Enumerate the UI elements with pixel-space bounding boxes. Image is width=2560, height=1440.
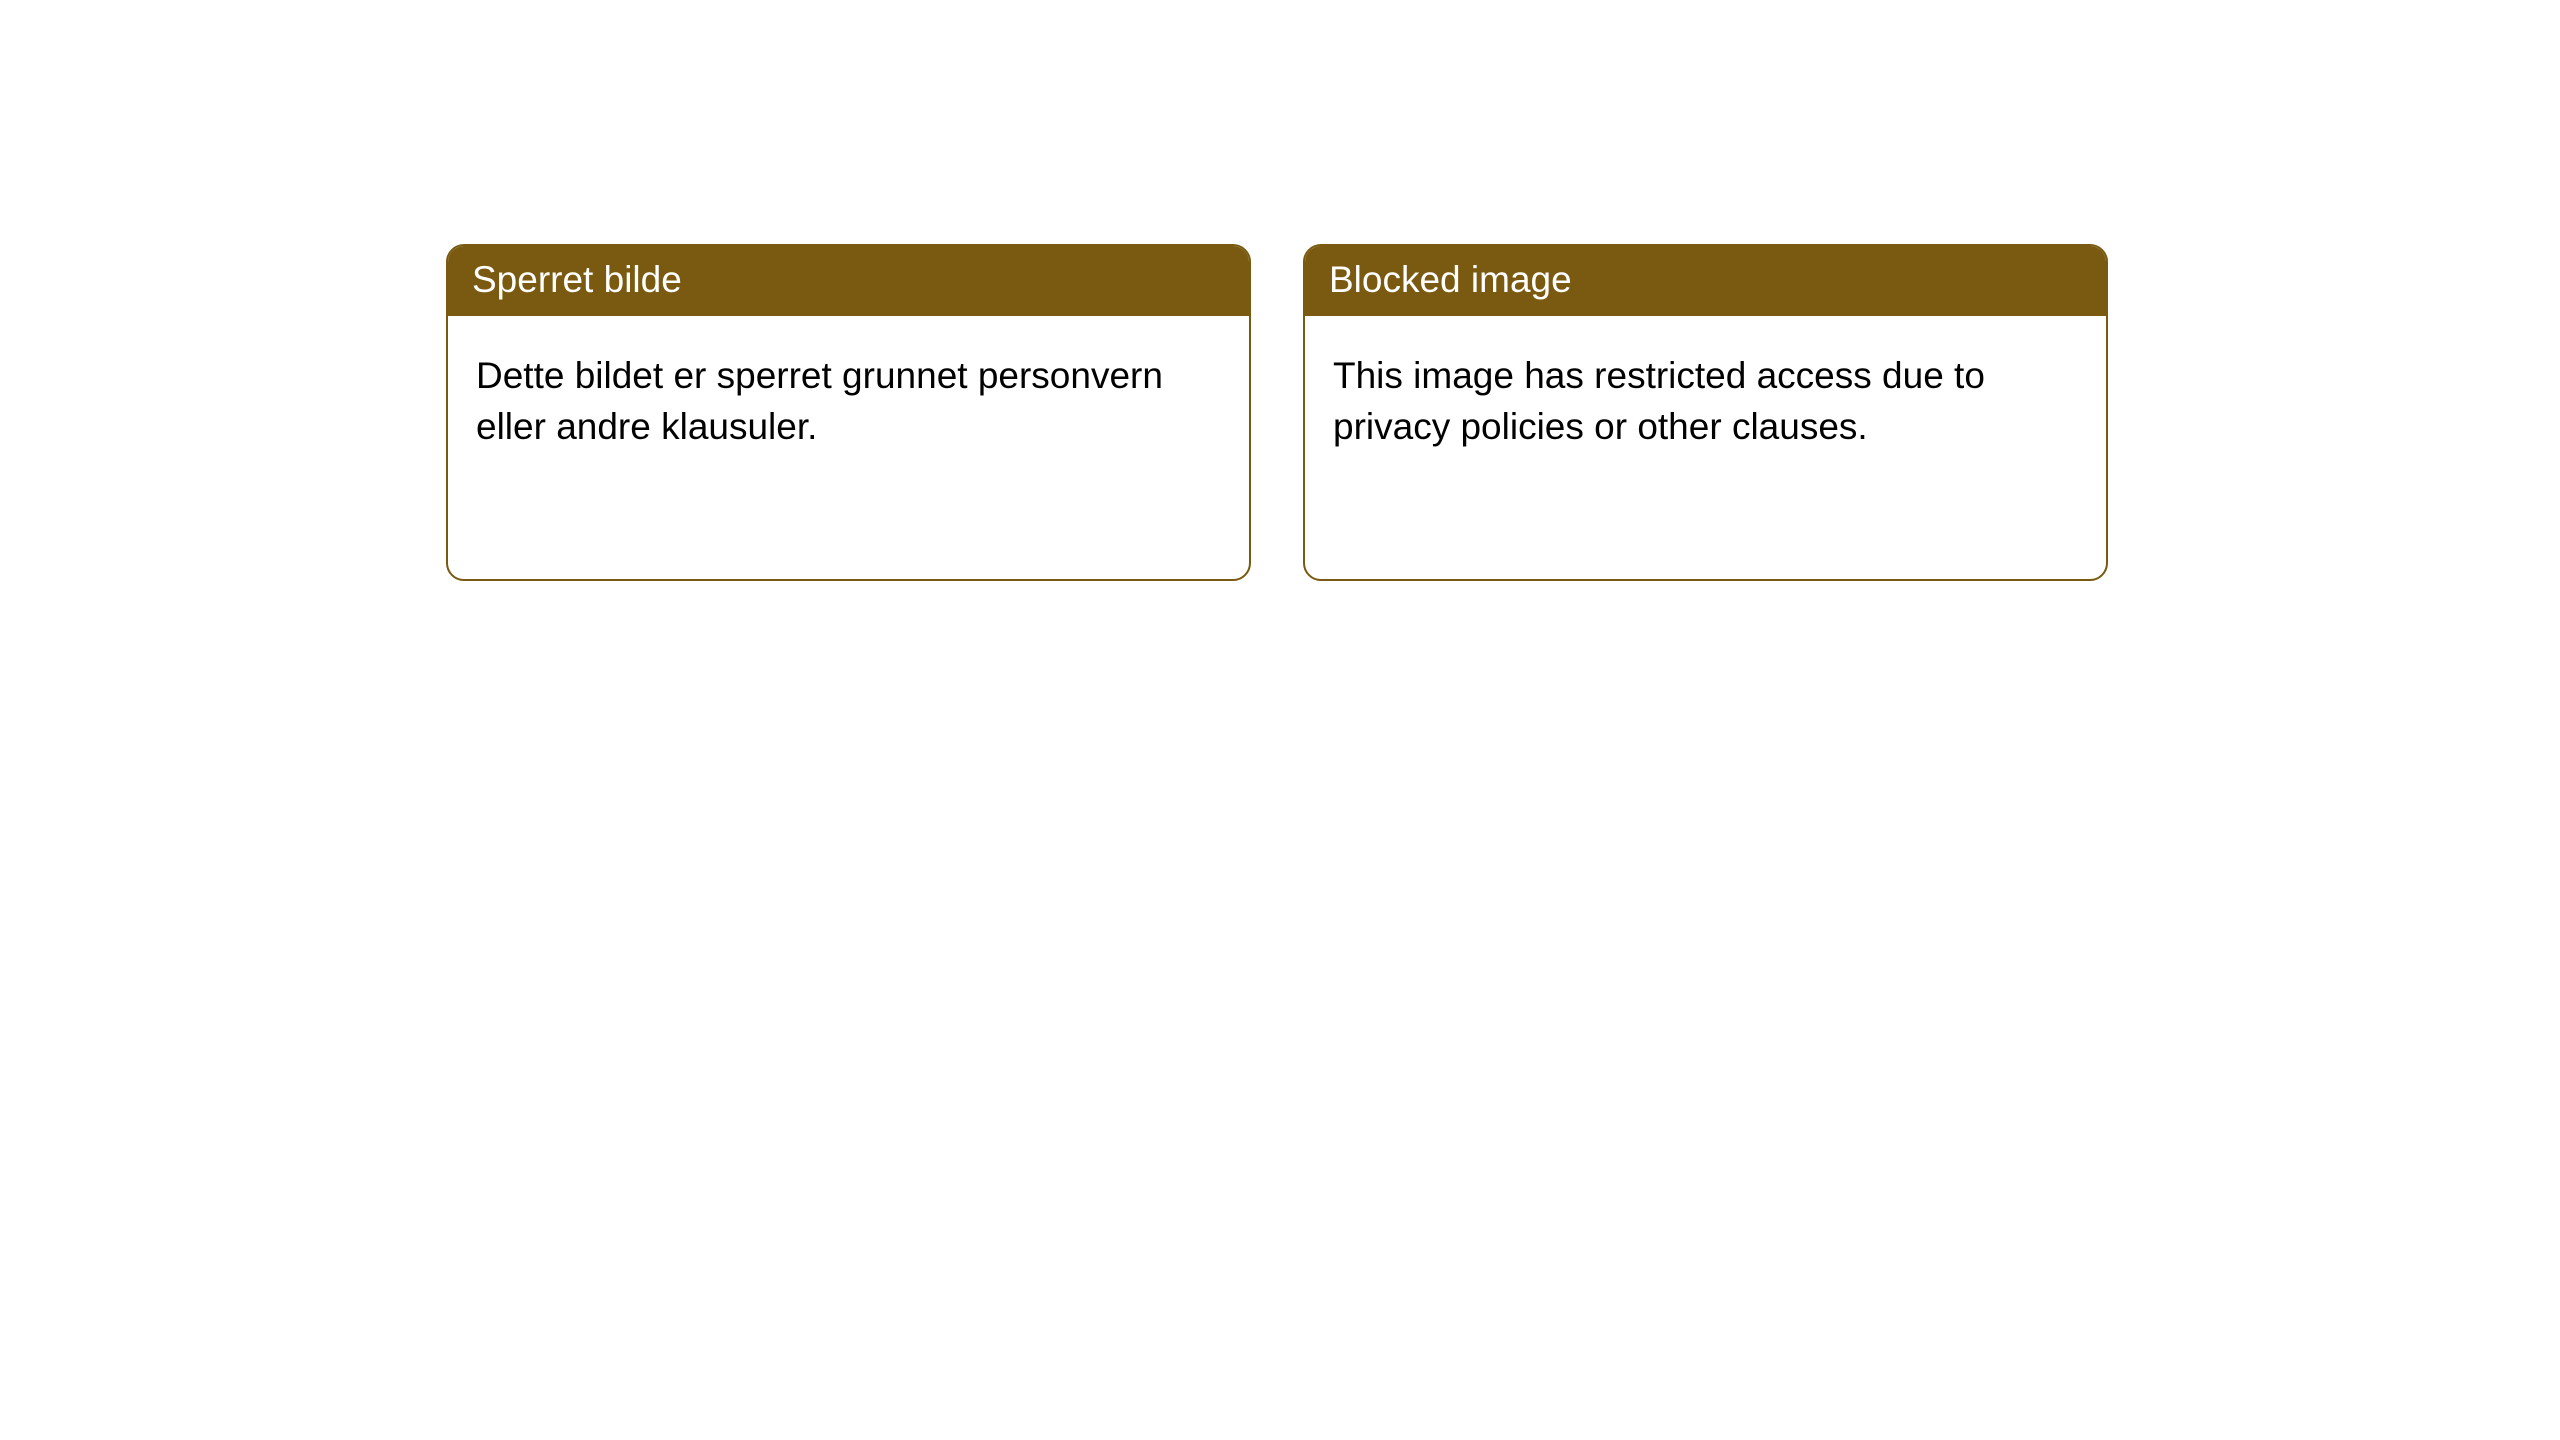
card-header-no: Sperret bilde [448,246,1249,316]
card-body-en: This image has restricted access due to … [1305,316,2106,486]
blocked-image-card-no: Sperret bilde Dette bildet er sperret gr… [446,244,1251,581]
blocked-image-card-en: Blocked image This image has restricted … [1303,244,2108,581]
card-body-no: Dette bildet er sperret grunnet personve… [448,316,1249,486]
notice-container: Sperret bilde Dette bildet er sperret gr… [446,244,2108,581]
card-header-en: Blocked image [1305,246,2106,316]
